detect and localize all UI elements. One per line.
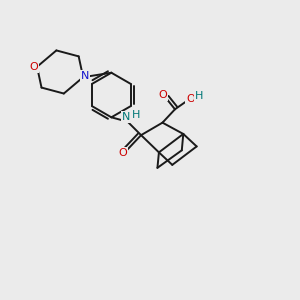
Text: O: O	[118, 148, 127, 158]
Text: N: N	[122, 112, 130, 122]
Text: O: O	[158, 90, 167, 100]
Text: O: O	[186, 94, 195, 104]
Text: H: H	[132, 110, 140, 120]
Text: N: N	[80, 71, 89, 81]
Text: O: O	[29, 62, 38, 72]
Text: H: H	[195, 91, 203, 101]
